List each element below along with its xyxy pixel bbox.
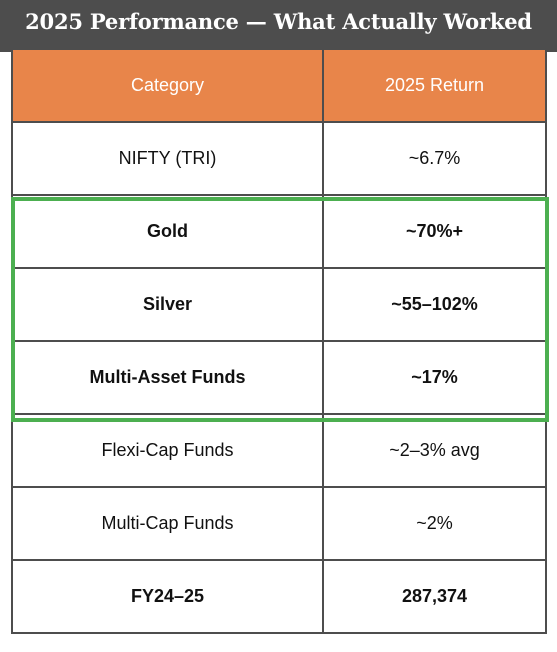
row-return: ~55–102%: [322, 267, 547, 342]
row-return: ~17%: [322, 340, 547, 415]
performance-table: Category 2025 Return NIFTY (TRI) ~6.7% G…: [11, 50, 547, 634]
table-row: Multi-Asset Funds ~17%: [11, 340, 547, 415]
table-header-row: Category 2025 Return: [11, 50, 547, 123]
table-row: FY24–25 287,374: [11, 559, 547, 634]
table-row: Multi-Cap Funds ~2%: [11, 486, 547, 561]
column-header-category: Category: [11, 50, 324, 123]
table-row: Flexi-Cap Funds ~2–3% avg: [11, 413, 547, 488]
row-category: FY24–25: [11, 559, 324, 634]
row-return: ~2%: [322, 486, 547, 561]
table-row: Silver ~55–102%: [11, 267, 547, 342]
row-category: Gold: [11, 194, 324, 269]
row-category: Multi-Cap Funds: [11, 486, 324, 561]
table-row: NIFTY (TRI) ~6.7%: [11, 121, 547, 196]
row-category: Flexi-Cap Funds: [11, 413, 324, 488]
page-title: 2025 Performance — What Actually Worked: [25, 9, 532, 34]
row-return: ~6.7%: [322, 121, 547, 196]
column-header-return: 2025 Return: [322, 50, 547, 123]
row-return: 287,374: [322, 559, 547, 634]
row-return: ~2–3% avg: [322, 413, 547, 488]
row-return: ~70%+: [322, 194, 547, 269]
table-row: Gold ~70%+: [11, 194, 547, 269]
row-category: Silver: [11, 267, 324, 342]
row-category: NIFTY (TRI): [11, 121, 324, 196]
title-bar: 2025 Performance — What Actually Worked: [0, 0, 557, 52]
row-category: Multi-Asset Funds: [11, 340, 324, 415]
